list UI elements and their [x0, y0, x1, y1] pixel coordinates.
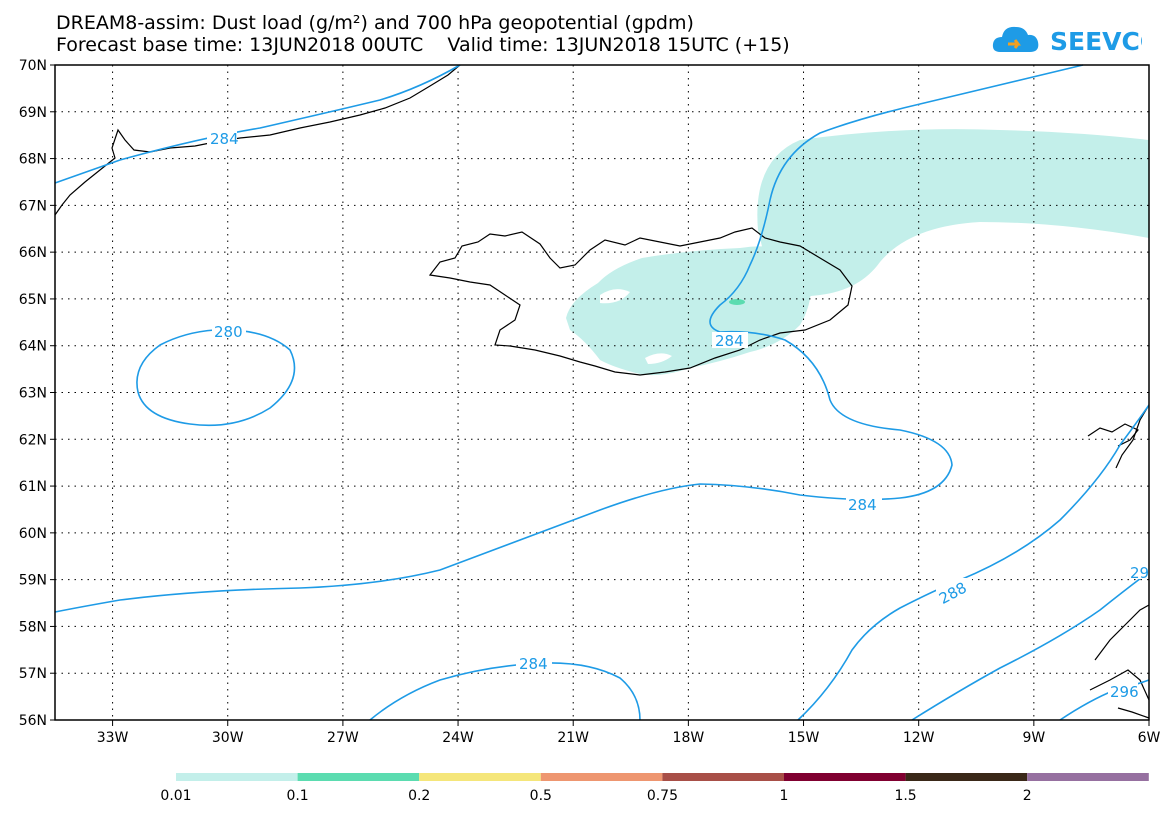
dust-area-east	[757, 129, 1149, 300]
faroe-coast	[1087, 423, 1139, 447]
gridlines	[55, 65, 1149, 720]
latitude-labels: 70N 69N 68N 67N 66N 65N 64N 63N 62N 61N 60N 59N 58N 5…	[19, 58, 55, 729]
seevccc-logo: SEEVCCC	[992, 26, 1142, 56]
contour-label-292: 29	[1130, 564, 1149, 582]
norway-coast	[1115, 404, 1150, 469]
dust-patch-0-1	[729, 299, 745, 305]
contour-label-284-north: 284	[210, 130, 239, 148]
contour-label-280: 280	[214, 323, 243, 341]
contour-284-central	[54, 64, 1084, 613]
dust-area-iceland	[566, 246, 812, 376]
coastlines	[54, 64, 1150, 719]
lon-label: 21W	[557, 730, 589, 746]
lon-label: 24W	[442, 730, 474, 746]
lon-label: 6W	[1138, 730, 1161, 746]
lon-label: 27W	[327, 730, 359, 746]
contour-label-284-east: 284	[848, 496, 877, 514]
contour-280	[136, 329, 296, 427]
lat-label: 57N	[19, 666, 47, 682]
greenland-coast	[54, 64, 461, 216]
lat-label: 59N	[19, 573, 47, 589]
contour-label-296: 296	[1110, 683, 1139, 701]
lat-label: 66N	[19, 245, 47, 261]
lat-label: 62N	[19, 432, 47, 448]
lon-label: 15W	[788, 730, 820, 746]
cloud-icon	[992, 26, 1039, 52]
lon-label: 30W	[212, 730, 244, 746]
iceland-coast	[428, 227, 853, 376]
lat-label: 60N	[19, 526, 47, 542]
chart-title: DREAM8-assim: Dust load (g/m²) and 700 h…	[56, 12, 694, 34]
lat-label: 58N	[19, 619, 47, 635]
lon-label: 18W	[673, 730, 705, 746]
logo-text: SEEVCCC	[1050, 27, 1142, 56]
lat-label: 61N	[19, 479, 47, 495]
lat-label: 63N	[19, 386, 47, 402]
lat-label: 67N	[19, 198, 47, 214]
lat-label: 69N	[19, 105, 47, 121]
contour-label-284-iceland: 284	[715, 332, 744, 350]
lat-label: 65N	[19, 292, 47, 308]
lat-label: 56N	[19, 713, 47, 729]
contour-label-284-south: 284	[519, 655, 548, 673]
lat-label: 70N	[19, 58, 47, 74]
lat-label: 64N	[19, 339, 47, 355]
longitude-labels: 33W 30W 27W 24W 21W 18W 15W 12W 9W 6W	[97, 720, 1161, 746]
contour-292	[911, 571, 1150, 721]
lat-label: 68N	[19, 152, 47, 168]
chart-subtitle: Forecast base time: 13JUN2018 00UTC Vali…	[56, 34, 790, 56]
contour-labels: 284 280 284 284 284 288 29 296	[207, 130, 1149, 701]
lon-label: 12W	[903, 730, 935, 746]
contour-284-south	[369, 662, 641, 721]
lon-label: 33W	[97, 730, 129, 746]
scotland-coast	[1089, 604, 1150, 719]
lon-label: 9W	[1022, 730, 1045, 746]
contour-284-north	[54, 64, 461, 184]
